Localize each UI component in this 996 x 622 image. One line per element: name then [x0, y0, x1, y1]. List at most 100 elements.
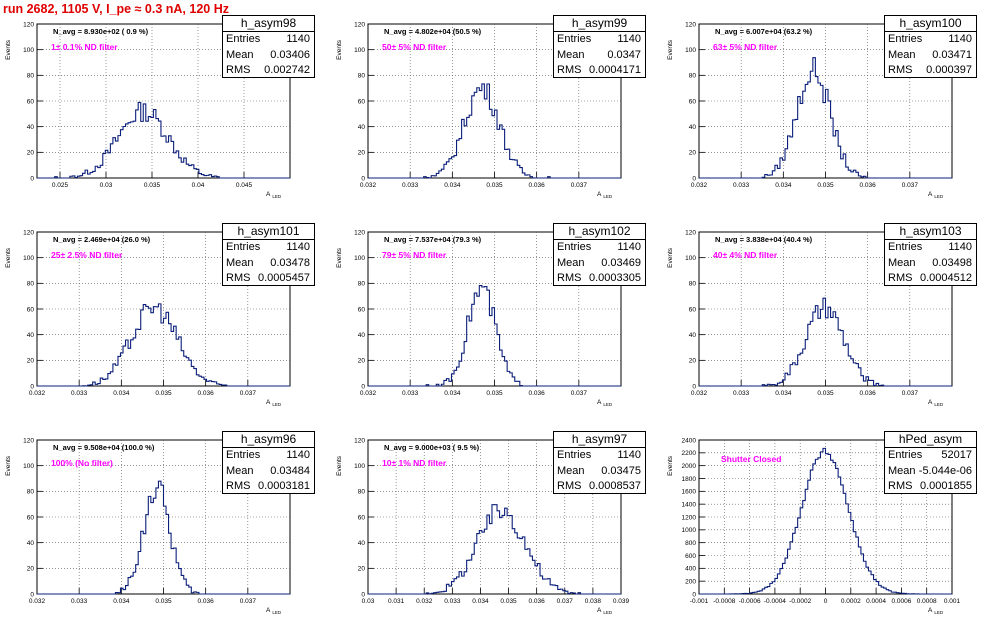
stats-label-mean: Mean [557, 48, 585, 61]
y-tick-label: 400 [685, 566, 696, 573]
histogram-panel: 0 20 40 60 80 100 120 0.032 0.033 0.034 0.035 0.036… [331, 14, 662, 204]
x-tick-label: 0.035 [486, 182, 503, 189]
y-axis-title: Events [5, 247, 12, 268]
stats-value-rms: 0.0003305 [589, 272, 641, 284]
y-tick-label: 200 [685, 578, 696, 585]
histogram-panel: 0 20 40 60 80 100 120 0.025 0.03 0.035 0.04 0.045 Ev… [0, 14, 331, 204]
x-axis-title-main: A [597, 399, 602, 406]
y-tick-label: 120 [354, 21, 365, 28]
y-tick-label: 120 [23, 229, 34, 236]
stats-label-entries: Entries [557, 449, 592, 461]
y-tick-label: 80 [689, 73, 697, 80]
stats-box: h_asym102 Entries 1140 Mean 0.03469 RMS 0.0003… [553, 223, 646, 286]
stats-label-mean: Mean [557, 464, 585, 477]
stats-box: hPed_asym Entries 52017 Mean -5.044e-06 RMS 0.… [884, 431, 977, 494]
x-tick-label: 0.033 [733, 390, 750, 397]
y-tick-label: 20 [689, 358, 697, 365]
x-tick-label: 0.034 [775, 182, 792, 189]
x-axis-title-main: A [928, 399, 933, 406]
stats-box-title: hPed_asym [885, 432, 976, 448]
stats-row-entries: Entries 1140 [223, 32, 314, 48]
x-tick-label: 0.032 [416, 598, 433, 605]
y-tick-label: 120 [23, 21, 34, 28]
histogram-series [368, 504, 621, 595]
stats-label-rms: RMS [226, 272, 251, 284]
y-axis-title: Events [667, 39, 674, 60]
x-tick-label: 0.037 [571, 182, 588, 189]
y-tick-label: 20 [358, 150, 366, 157]
x-tick-label: 0.036 [529, 598, 546, 605]
stats-value-rms: 0.002742 [264, 64, 310, 76]
x-tick-label: 0.035 [486, 390, 503, 397]
x-tick-label: 0.034 [775, 390, 792, 397]
y-tick-label: 80 [27, 281, 35, 288]
stats-box-title: h_asym98 [223, 16, 314, 32]
y-tick-label: 1200 [682, 514, 697, 521]
y-tick-label: 100 [685, 255, 696, 262]
x-tick-label: 0.0004 [866, 598, 886, 605]
y-tick-label: 40 [27, 332, 35, 339]
x-tick-label: 0.032 [29, 598, 46, 605]
stats-label-entries: Entries [226, 449, 261, 461]
x-tick-label: 0.035 [817, 182, 834, 189]
filter-label: 79± 5% ND filter [382, 250, 447, 260]
y-tick-label: 60 [689, 306, 697, 313]
y-tick-label: 1000 [682, 527, 697, 534]
y-tick-label: 1600 [682, 489, 697, 496]
y-tick-label: 40 [689, 124, 697, 131]
stats-row-rms: RMS 0.002742 [223, 63, 314, 79]
y-axis-title: Events [5, 39, 12, 60]
y-tick-label: 60 [358, 306, 366, 313]
stats-label-rms: RMS [226, 64, 251, 76]
x-axis-title: A LED [266, 607, 282, 615]
stats-row-entries: Entries 52017 [885, 448, 976, 464]
histogram-panel: 0 20 40 60 80 100 120 0.032 0.033 0.034 0.035 0.036… [662, 14, 993, 204]
stats-label-entries: Entries [888, 241, 923, 253]
y-tick-label: 40 [689, 332, 697, 339]
stats-row-mean: Mean 0.03469 [554, 256, 645, 272]
x-tick-label: -0.0008 [713, 598, 735, 605]
stats-box-title: h_asym101 [223, 224, 314, 240]
x-tick-label: 0.036 [529, 390, 546, 397]
x-tick-label: 0.033 [733, 182, 750, 189]
x-tick-label: 0.037 [571, 390, 588, 397]
x-axis-title: A LED [928, 607, 944, 615]
y-axis-title: Events [667, 247, 674, 268]
y-tick-label: 60 [689, 98, 697, 105]
y-axis-title: Events [5, 455, 12, 476]
stats-label-mean: Mean [557, 256, 585, 269]
stats-label-entries: Entries [557, 241, 592, 253]
stats-value-rms: 0.0004512 [920, 272, 972, 284]
stats-row-mean: Mean -5.044e-06 [885, 464, 976, 480]
x-tick-label: 0.035 [155, 598, 172, 605]
x-tick-label: 0.034 [113, 390, 130, 397]
stats-value-entries: 1140 [948, 241, 972, 253]
y-tick-label: 20 [27, 358, 35, 365]
stats-box-title: h_asym97 [554, 432, 645, 448]
stats-value-mean: 0.03484 [270, 464, 310, 477]
y-tick-label: 800 [685, 540, 696, 547]
x-tick-label: 0.037 [240, 390, 257, 397]
stats-row-entries: Entries 1140 [223, 240, 314, 256]
stats-row-mean: Mean 0.03478 [223, 256, 314, 272]
x-tick-label: 0.032 [360, 390, 377, 397]
x-axis-title-main: A [597, 191, 602, 198]
x-axis-title-subscript: LED [934, 402, 944, 407]
stats-row-rms: RMS 0.0008537 [554, 479, 645, 495]
x-axis-title-subscript: LED [603, 194, 613, 199]
stats-box: h_asym98 Entries 1140 Mean 0.03406 RMS 0.00274… [222, 15, 315, 78]
stats-label-mean: Mean [888, 464, 916, 477]
x-tick-label: 0.033 [402, 182, 419, 189]
y-tick-label: 40 [358, 124, 366, 131]
stats-label-mean: Mean [226, 48, 254, 61]
x-axis-title: A LED [266, 399, 282, 407]
histogram-plot: 0 20 40 60 80 100 120 0.032 0.033 0.034 0.035 0.036… [336, 229, 622, 407]
stats-label-entries: Entries [888, 449, 923, 461]
y-tick-label: 1400 [682, 501, 697, 508]
stats-box: h_asym101 Entries 1140 Mean 0.03478 RMS 0.0005… [222, 223, 315, 286]
x-axis-title-subscript: LED [934, 194, 944, 199]
histogram-panel: 0 20 40 60 80 100 120 0.03 0.031 0.032 0.033 0.034 0… [331, 430, 662, 620]
stats-row-rms: RMS 0.0004512 [885, 271, 976, 287]
navg-label: N_avg = 8.930e+02 ( 0.9 %) [53, 27, 149, 36]
stats-row-rms: RMS 0.000397 [885, 63, 976, 79]
